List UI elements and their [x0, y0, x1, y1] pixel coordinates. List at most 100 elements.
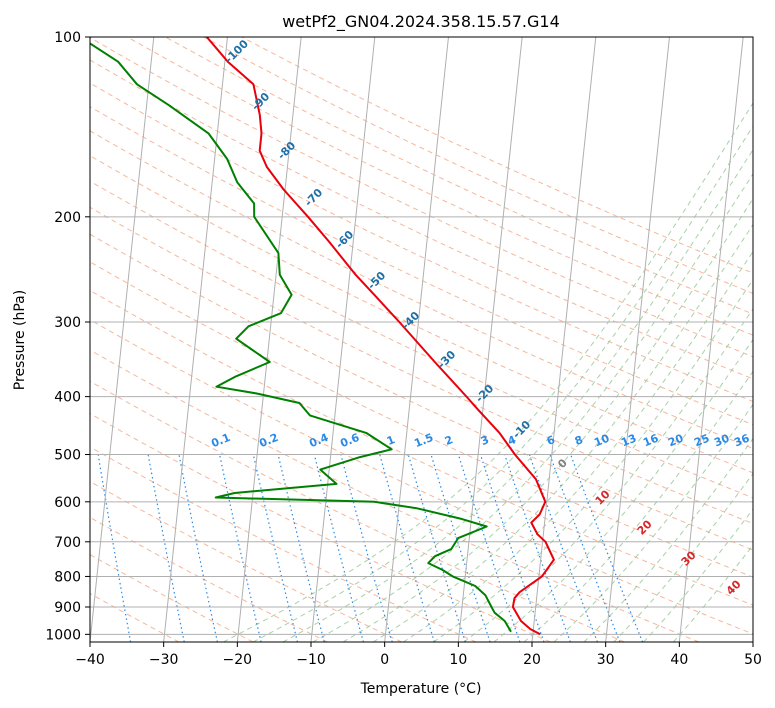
dry-adiabat-line [241, 37, 753, 274]
mixing-ratio-label: 25 [692, 432, 711, 450]
dry-adiabat-line [90, 349, 700, 642]
moist-adiabat-line [312, 172, 753, 642]
mixing-ratio-label: 20 [666, 432, 685, 450]
mixing-ratio-label: 0.6 [338, 431, 361, 450]
mixing-ratio-label: 0.2 [257, 431, 280, 450]
mixing-ratio-line [549, 454, 621, 642]
profile-series [90, 37, 555, 636]
mixing-ratio-line [479, 454, 545, 642]
chart-title: wetPf2_GN04.2024.358.15.57.G14 [282, 12, 560, 32]
y-tick-label: 200 [54, 210, 81, 226]
mixing-ratio-label: 1 [385, 433, 397, 448]
y-axis-ticks: 100 200 300 400 500 600 700 800 900 1000 [45, 30, 90, 643]
moist-adiabat-line [493, 338, 753, 642]
dry-adiabat-line [90, 516, 328, 642]
isotherm-line [457, 37, 523, 642]
mixing-ratio-line [277, 454, 325, 642]
isotherm-label: -20 [473, 382, 496, 405]
y-tick-label: 1000 [45, 627, 81, 643]
mixing-ratio-label: 0.4 [307, 431, 330, 450]
dry-adiabat-line [90, 180, 753, 499]
moist-adiabat-line [223, 102, 753, 642]
dry-adiabat-line [90, 59, 753, 380]
plot-frame [89, 36, 754, 643]
x-axis-ticks: −40 −30 −20 −10 0 10 20 30 40 50 [75, 642, 762, 668]
isotherm-line [678, 37, 744, 642]
dry-adiabat-line [203, 37, 753, 294]
mixing-ratio-label: 1.5 [412, 431, 435, 450]
grid-lines [0, 37, 753, 642]
mixing-ratio-label: 36 [732, 432, 751, 450]
isotherm-line [384, 37, 449, 642]
x-tick-label: 50 [744, 652, 762, 668]
isotherm-line [163, 37, 228, 642]
x-tick-label: 20 [523, 652, 541, 668]
dry-adiabat-line [90, 37, 753, 358]
dry-adiabat-line [90, 261, 753, 578]
moist-adiabat-line [613, 472, 753, 642]
mixing-ratio-line [178, 454, 218, 642]
dry-adiabat-line [90, 289, 753, 606]
isotherm-line [310, 37, 376, 642]
x-tick-label: −20 [223, 652, 253, 668]
moist-adiabat-line [372, 223, 753, 642]
mixing-ratio-line [340, 454, 393, 642]
isotherm-line [0, 37, 6, 642]
mixing-ratio-label: 10 [592, 432, 611, 450]
temperature-profile-line [206, 37, 555, 636]
moist-adiabat-line [553, 403, 753, 642]
isotherm-label: -90 [249, 90, 272, 113]
mixing-ratio-label: 8 [573, 433, 585, 448]
mixing-ratio-line [97, 454, 132, 642]
mixing-ratio-line [219, 454, 262, 642]
dry-adiabat-line [90, 413, 551, 642]
y-tick-label: 600 [54, 495, 81, 511]
dewpoint-profile-line [90, 42, 512, 633]
dry-adiabat-line [90, 554, 254, 642]
background-lines [90, 37, 753, 642]
dry-adiabat-line [165, 37, 753, 315]
mixing-ratio-line [252, 454, 299, 642]
dry-adiabat-line [90, 130, 753, 450]
mixing-ratio-line [430, 454, 491, 642]
mixing-ratio-line [147, 454, 185, 642]
moist-adiabat-line [403, 250, 753, 642]
dry-adiabat-line [90, 380, 625, 642]
isotherm-label: -30 [435, 348, 458, 371]
isotherm-label: -70 [302, 186, 325, 209]
moist-adiabat-line [282, 148, 753, 642]
moist-adiabat-line [583, 437, 753, 642]
isotherm-line [752, 637, 753, 642]
moist-adiabat-line [252, 125, 753, 642]
dry-adiabat-line [90, 446, 477, 642]
x-tick-label: 30 [597, 652, 615, 668]
isopleth-labels: -100-90-80-70-60-50-40-30-20-10010203040… [209, 37, 751, 598]
moist-adiabat-line [463, 308, 753, 642]
isotherm-line [90, 37, 155, 642]
moist-adiabat-line [342, 197, 753, 642]
x-tick-label: −30 [149, 652, 179, 668]
isotherm-line [531, 37, 597, 642]
moist-adiabat-line [643, 508, 753, 642]
mixing-ratio-label: 16 [641, 432, 660, 450]
mixing-ratio-label: 13 [619, 432, 638, 450]
isotherm-label: -80 [275, 139, 298, 162]
y-tick-label: 300 [54, 315, 81, 331]
mixing-ratio-label: 3 [479, 433, 491, 448]
mixing-ratio-label: 0.1 [209, 431, 232, 450]
x-tick-label: −10 [296, 652, 326, 668]
x-tick-label: 40 [670, 652, 688, 668]
mixing-ratio-line [504, 454, 571, 642]
mixing-ratio-line [457, 454, 521, 642]
mixing-ratio-line [407, 454, 466, 642]
x-tick-label: 0 [380, 652, 389, 668]
x-tick-label: −40 [75, 652, 105, 668]
moist-adiabat-line [673, 544, 753, 642]
y-axis-label: Pressure (hPa) [12, 290, 28, 390]
dry-adiabat-line [90, 233, 753, 551]
mixing-ratio-label: 30 [712, 432, 731, 450]
y-tick-label: 900 [54, 600, 81, 616]
mixing-ratio-line [528, 454, 598, 642]
y-tick-label: 400 [54, 390, 81, 406]
